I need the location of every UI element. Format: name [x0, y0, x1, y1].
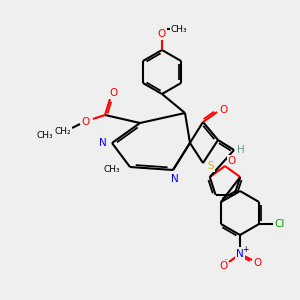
Text: +: + — [242, 244, 248, 253]
Text: CH₂: CH₂ — [55, 127, 71, 136]
Text: CH₃: CH₃ — [37, 130, 53, 140]
Text: Cl: Cl — [275, 219, 285, 229]
Text: O: O — [254, 258, 262, 268]
Text: O: O — [219, 261, 227, 271]
Text: O: O — [82, 117, 90, 127]
Text: O: O — [220, 105, 228, 115]
Text: S: S — [208, 161, 214, 171]
Text: CH₃: CH₃ — [171, 25, 187, 34]
Text: O: O — [228, 156, 236, 166]
Text: N: N — [236, 249, 244, 259]
Text: O: O — [158, 29, 166, 39]
Text: H: H — [237, 145, 245, 155]
Text: O: O — [110, 88, 118, 98]
Text: N: N — [99, 138, 107, 148]
Text: N: N — [171, 174, 179, 184]
Text: ⁻: ⁻ — [224, 256, 228, 266]
Text: CH₃: CH₃ — [104, 164, 120, 173]
